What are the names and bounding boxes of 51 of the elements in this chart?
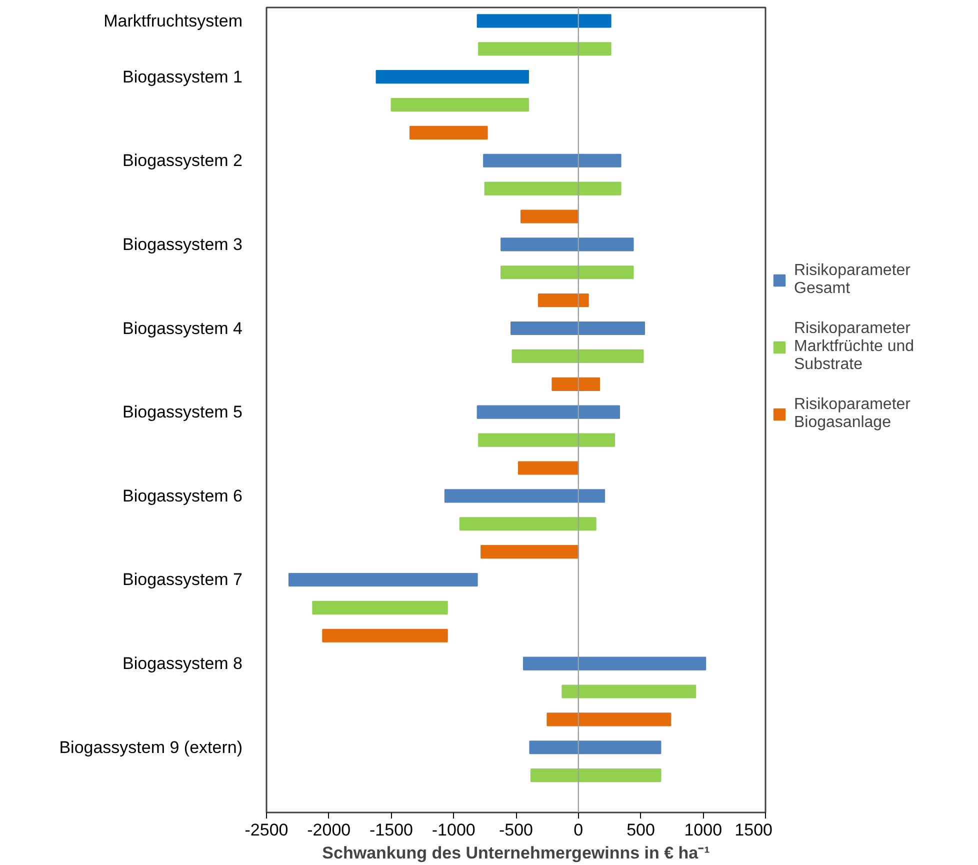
x-tick-label: 1500 [734, 820, 773, 840]
legend-label: Risikoparameter Marktfrüchte und Substrate [794, 320, 914, 374]
x-tick-label: -500 [498, 820, 534, 840]
bar [500, 238, 634, 252]
bar [390, 98, 529, 112]
y-tick-label: Biogassystem 4 [122, 318, 243, 338]
bar [478, 433, 616, 447]
bar [518, 461, 579, 475]
bar [476, 14, 612, 28]
legend-label: Risikoparameter Biogasanlage [794, 396, 910, 432]
bar [322, 628, 448, 642]
bar [376, 70, 529, 84]
bar [288, 572, 478, 587]
x-tick-label: 1000 [684, 820, 722, 840]
bar [312, 600, 448, 614]
y-tick-label: Biogassystem 3 [122, 234, 243, 254]
bar [483, 154, 622, 168]
bar [546, 712, 672, 726]
bar [552, 377, 600, 391]
y-tick-label: Biogassystem 9 (extern) [59, 738, 243, 757]
bar [562, 684, 696, 698]
bar [538, 294, 589, 308]
bar [529, 740, 662, 754]
x-tick-label: -2000 [307, 820, 351, 840]
bar [409, 126, 488, 140]
bar [480, 545, 579, 559]
x-tick-label: -1500 [370, 820, 413, 840]
bar [520, 210, 579, 224]
legend-label: Risikoparameter Gesamt [794, 262, 910, 298]
bar [500, 266, 634, 280]
y-tick-label: Biogassystem 1 [122, 67, 243, 86]
x-tick-label: 500 [626, 820, 655, 840]
x-axis-title: Schwankung des Unternehmergewinns in € ha⁻¹ [322, 844, 710, 862]
x-tick-label: -2500 [244, 820, 288, 840]
x-tick-label: -1000 [432, 820, 476, 840]
bar [444, 489, 606, 503]
y-tick-label: Biogassystem 6 [122, 486, 243, 506]
x-tick-label: 0 [574, 820, 584, 840]
bar [530, 768, 662, 782]
bar [459, 517, 596, 531]
bar [522, 656, 706, 670]
y-tick-label: Biogassystem 8 [122, 654, 243, 674]
y-tick-label: Biogassystem 7 [122, 570, 243, 590]
y-tick-label: Marktfruchtsystem [104, 11, 243, 30]
bar [478, 42, 612, 56]
y-tick-label: Biogassystem 5 [122, 402, 243, 422]
bar [510, 321, 645, 336]
bar [476, 405, 620, 419]
y-tick-label: Biogassystem 2 [122, 151, 243, 170]
bar [512, 349, 644, 363]
bar [484, 182, 622, 196]
